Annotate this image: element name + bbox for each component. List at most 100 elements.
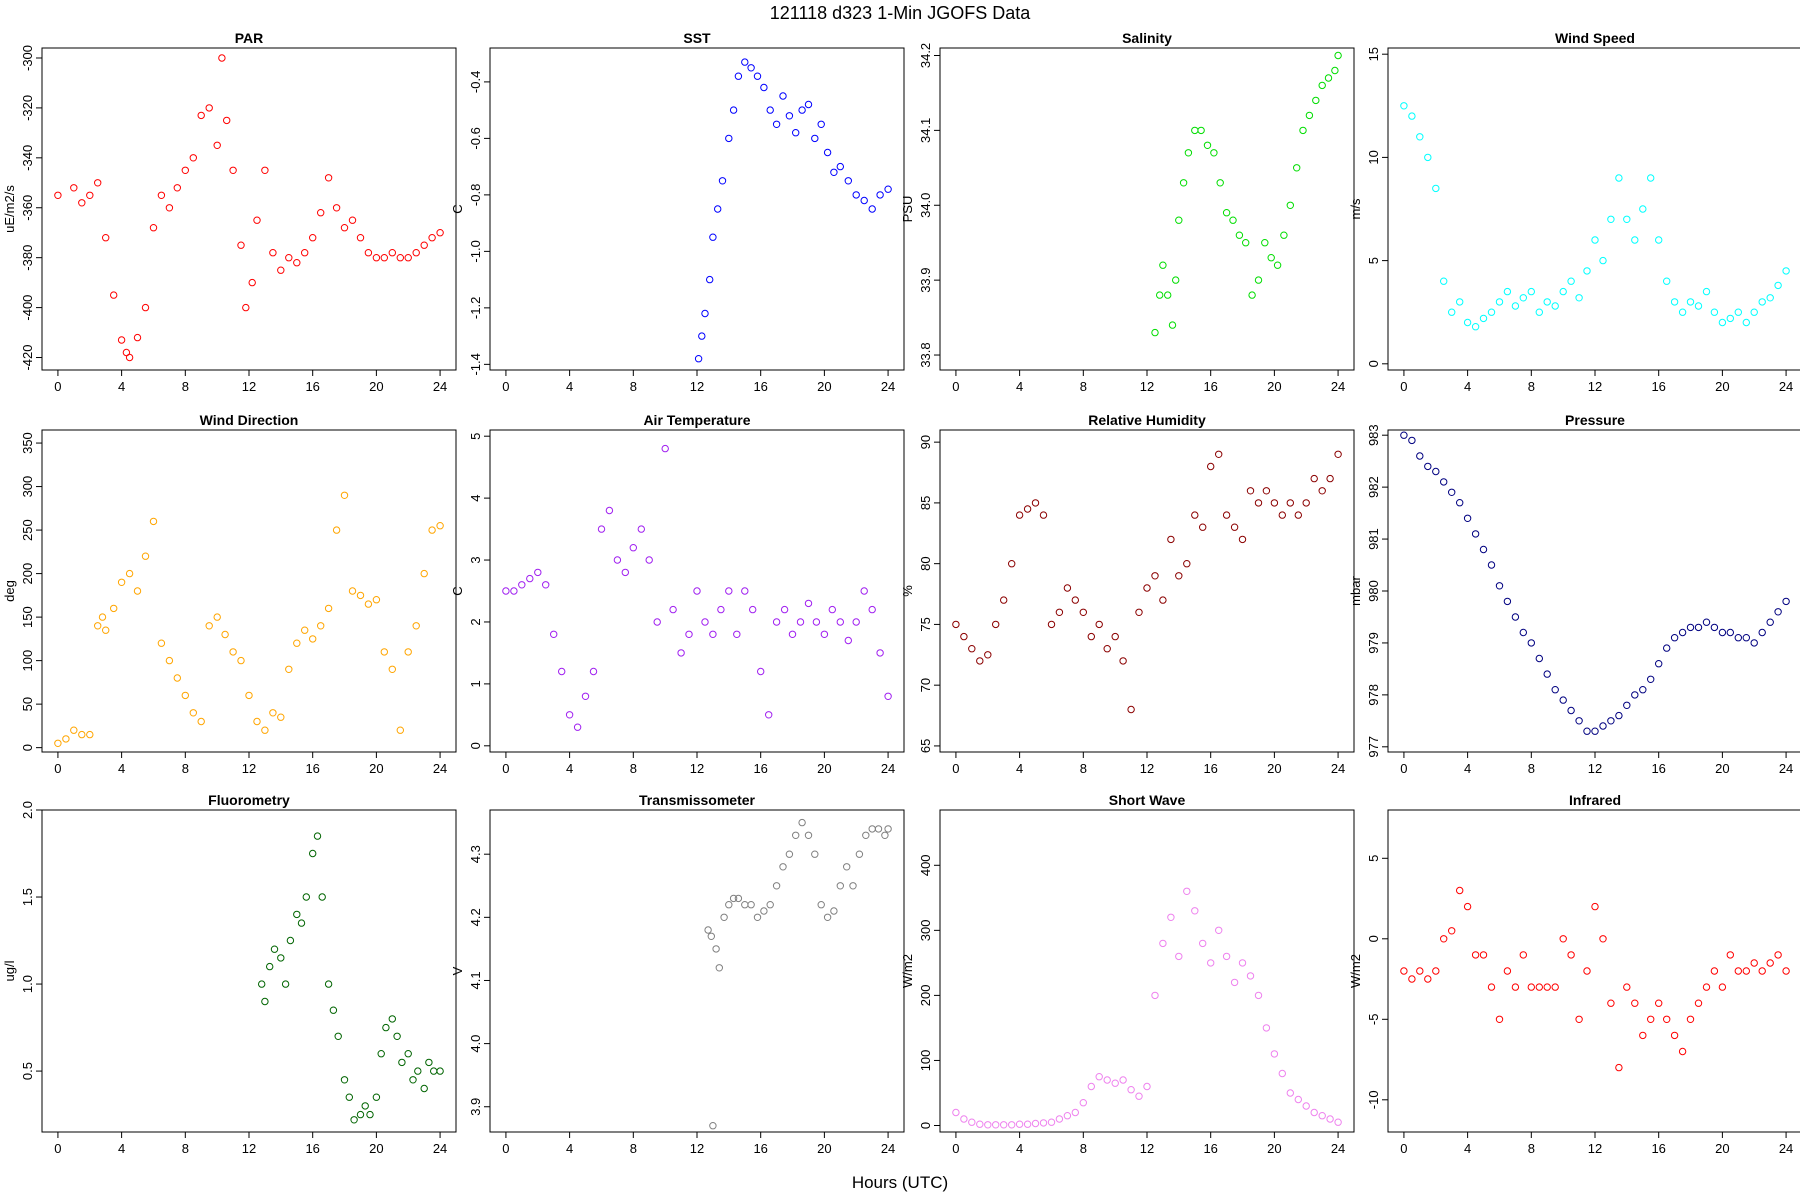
infrared-data-point <box>1663 1015 1671 1023</box>
infrared-data-point <box>1607 999 1615 1007</box>
salinity-data-point <box>1179 179 1188 187</box>
infrared-y-axis-title: W/m2 <box>1348 954 1363 988</box>
salinity-data-point <box>1305 111 1314 120</box>
wind-speed-data-point <box>1416 133 1424 141</box>
air-temperature-data-point <box>573 723 582 731</box>
infrared-x-tick-label: 8 <box>1528 1141 1535 1156</box>
short-wave-data-point <box>1008 1121 1016 1129</box>
transmissometer-data-point <box>884 825 892 833</box>
wind-speed-data-point <box>1647 174 1655 182</box>
short-wave-data-point <box>992 1121 1000 1129</box>
transmissometer-data-point <box>843 863 851 871</box>
panel-par: PAR 0 4 8 12 16 20 24 -420 -400 -380 -360 -340 -320 -3… <box>2 30 457 394</box>
wind-direction-y-tick-label: 0 <box>20 744 35 751</box>
relative-humidity-x-tick-label: 8 <box>1080 761 1087 776</box>
fluorometry-data-point <box>372 1093 381 1101</box>
wind-direction-data-point <box>205 622 213 630</box>
wind-direction-x-tick-label: 4 <box>118 761 125 776</box>
sst-x-tick-label: 24 <box>881 379 895 394</box>
wind-direction-data-point <box>396 726 404 734</box>
infrared-data-point <box>1463 902 1472 911</box>
x-axis-title: Hours (UTC) <box>852 1173 948 1192</box>
short-wave-data-point <box>1246 972 1255 980</box>
par-data-point <box>54 191 62 200</box>
relative-humidity-data-point <box>1286 499 1295 507</box>
pressure-data-point <box>1607 717 1615 725</box>
infrared-data-point <box>1432 967 1440 975</box>
relative-humidity-data-point <box>1095 620 1103 629</box>
air-temperature-data-point <box>510 587 518 595</box>
wind-direction-data-point <box>364 600 373 608</box>
wind-speed-x-tick-label: 16 <box>1651 379 1665 394</box>
panel-salinity: Salinity 0 4 8 12 16 20 24 33.8 33.9 34.0 34.1 34.2 P… <box>900 30 1355 394</box>
relative-humidity-x-tick-label: 24 <box>1331 761 1345 776</box>
air-temperature-data-point <box>558 667 566 676</box>
infrared-x-tick-label: 12 <box>1588 1141 1602 1156</box>
sst-y-tick-label: -1.0 <box>468 240 483 262</box>
fluorometry-data-point <box>356 1110 365 1119</box>
wind-speed-data-point <box>1503 287 1512 296</box>
transmissometer-data-point <box>798 818 806 827</box>
wind-direction-title: Wind Direction <box>200 412 299 428</box>
wind-speed-title: Wind Speed <box>1555 30 1635 46</box>
wind-direction-data-point <box>277 713 285 721</box>
infrared-title: Infrared <box>1569 792 1621 808</box>
wind-direction-data-point <box>420 569 428 578</box>
sst-data-point <box>701 309 709 318</box>
wind-direction-data-point <box>165 656 174 665</box>
fluorometry-x-tick-label: 20 <box>369 1141 383 1156</box>
fluorometry-x-tick-label: 4 <box>118 1141 125 1156</box>
short-wave-data-point <box>1286 1089 1295 1097</box>
salinity-data-point <box>1312 96 1320 105</box>
wind-direction-data-point <box>189 709 198 717</box>
wind-direction-data-point <box>436 522 444 530</box>
fluorometry-y-axis-title: ug/l <box>2 960 17 981</box>
air-temperature-data-point <box>780 605 789 614</box>
sst-data-point <box>860 196 868 205</box>
pressure-data-point <box>1623 701 1631 709</box>
short-wave-title: Short Wave <box>1109 792 1186 808</box>
sst-data-point <box>785 112 794 120</box>
transmissometer-y-tick-label: 4.1 <box>468 971 483 989</box>
infrared-data-point <box>1782 967 1790 975</box>
par-data-point <box>86 191 94 200</box>
air-temperature-data-point <box>788 630 797 638</box>
wind-direction-data-point <box>348 587 357 595</box>
pressure-x-tick-label: 20 <box>1715 761 1729 776</box>
air-temperature-data-point <box>581 692 590 700</box>
transmissometer-data-point <box>779 863 787 871</box>
wind-direction-data-point <box>285 665 293 673</box>
wind-direction-data-point <box>78 730 86 739</box>
infrared-data-point <box>1543 983 1551 991</box>
sst-data-point <box>852 191 860 199</box>
air-temperature-data-point <box>725 587 733 595</box>
salinity-data-point <box>1203 141 1212 150</box>
transmissometer-data-point <box>804 831 813 839</box>
wind-direction-y-axis-title: deg <box>2 580 17 602</box>
wind-speed-data-point <box>1495 298 1504 306</box>
pressure-data-point <box>1495 582 1504 590</box>
par-data-point <box>412 249 420 257</box>
pressure-x-tick-label: 24 <box>1779 761 1793 776</box>
transmissometer-data-point <box>760 907 768 915</box>
air-temperature-data-point <box>741 587 749 595</box>
short-wave-series <box>952 887 1342 1129</box>
salinity-x-tick-label: 24 <box>1331 379 1345 394</box>
par-data-point <box>396 254 404 262</box>
relative-humidity-data-point <box>984 651 992 659</box>
relative-humidity-data-point <box>1015 511 1024 519</box>
wind-speed-data-point <box>1519 294 1528 302</box>
air-temperature-x-tick-label: 4 <box>566 761 573 776</box>
sst-y-tick-label: -1.2 <box>468 297 483 319</box>
pressure-x-tick-label: 4 <box>1464 761 1471 776</box>
wind-speed-data-point <box>1535 308 1544 316</box>
wind-speed-data-point <box>1471 323 1480 331</box>
fluorometry-data-point <box>393 1032 401 1041</box>
wind-direction-data-point <box>213 613 221 621</box>
fluorometry-x-tick-label: 24 <box>433 1141 447 1156</box>
pressure-data-point <box>1678 628 1687 637</box>
par-data-point <box>356 234 365 242</box>
par-data-point <box>173 184 182 192</box>
pressure-y-tick-label: 979 <box>1366 632 1381 654</box>
relative-humidity-data-point <box>1063 584 1072 592</box>
